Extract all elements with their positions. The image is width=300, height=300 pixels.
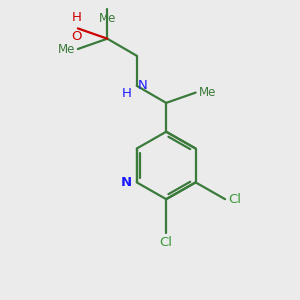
Text: Cl: Cl: [228, 193, 241, 206]
Text: Me: Me: [58, 43, 75, 56]
Text: N: N: [121, 176, 132, 189]
Text: Me: Me: [199, 86, 216, 99]
Text: H: H: [71, 11, 81, 24]
Text: O: O: [71, 30, 82, 43]
Text: N: N: [138, 79, 148, 92]
Text: Me: Me: [99, 12, 116, 25]
Text: Cl: Cl: [160, 236, 173, 249]
Text: H: H: [122, 87, 131, 100]
